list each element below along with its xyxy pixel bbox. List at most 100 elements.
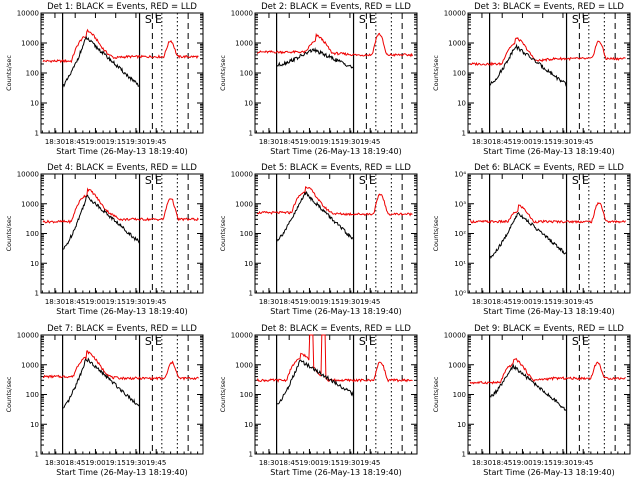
- x-tick-label: 18:45: [492, 298, 512, 306]
- x-tick-label: 18:30: [45, 138, 65, 146]
- x-tick-label: 19:00: [512, 298, 532, 306]
- interval-marker-s: S: [359, 335, 366, 348]
- y-tick-label: 1: [249, 290, 253, 298]
- y-tick-label: 1: [35, 290, 39, 298]
- interval-marker-s: S: [572, 335, 579, 348]
- y-axis-label: Counts/sec: [5, 55, 13, 91]
- x-tick-label: 18:45: [65, 459, 85, 467]
- interval-marker-e: E: [582, 13, 589, 26]
- x-tick-label: 18:30: [259, 138, 279, 146]
- x-axis-label: Start Time (26-May-13 18:19:40): [483, 468, 614, 477]
- y-axis-label: Counts/sec: [219, 215, 227, 251]
- interval-marker-e: E: [582, 174, 589, 187]
- x-tick-label: 19:45: [360, 459, 380, 467]
- detector-panel-4: Det 4: BLACK = Events, RED = LLD 1 10 100 10…: [5, 163, 204, 316]
- panel-title: Det 9: BLACK = Events, RED = LLD: [474, 324, 624, 334]
- axes-frame: [467, 173, 631, 294]
- y-tick-label: 10: [30, 260, 39, 268]
- panel-title: Det 8: BLACK = Events, RED = LLD: [261, 324, 411, 334]
- axes-frame: [40, 12, 204, 134]
- detector-panel-7: Det 7: BLACK = Events, RED = LLD 1 10 100 10…: [5, 324, 204, 477]
- x-tick-label: 19:00: [299, 459, 319, 467]
- y-axis-label: Counts/sec: [432, 376, 440, 412]
- interval-marker-e: E: [369, 174, 376, 187]
- interval-marker-s: S: [572, 174, 579, 187]
- x-tick-label: 18:30: [259, 298, 279, 306]
- events-black-series: [489, 211, 567, 259]
- y-axis-label: Counts/sec: [5, 215, 13, 251]
- x-axis-label: Start Time (26-May-13 18:19:40): [483, 147, 614, 156]
- detector-panel-6: Det 6: BLACK = Events, RED = LLD 10⁰ 10¹ 10…: [432, 163, 631, 316]
- x-tick-label: 19:15: [533, 138, 553, 146]
- x-tick-label: 19:15: [106, 298, 126, 306]
- y-axis-label: Counts/sec: [219, 376, 227, 412]
- lld-red-series: [469, 36, 626, 67]
- y-tick-label: 100: [26, 230, 39, 238]
- y-tick-label: 1000: [235, 200, 253, 208]
- y-tick-label: 10⁰: [454, 290, 466, 298]
- y-tick-label: 10: [30, 100, 39, 108]
- x-tick-label: 19:30: [553, 138, 573, 146]
- events-black-series: [62, 194, 141, 250]
- lld-red-series: [42, 187, 199, 225]
- interval-marker-s: S: [145, 13, 152, 26]
- interval-marker-s: S: [359, 13, 366, 26]
- events-black-series: [489, 43, 567, 87]
- y-axis-label: Counts/sec: [432, 215, 440, 251]
- y-tick-label: 10⁴: [454, 171, 466, 179]
- y-axis-label: Counts/sec: [219, 55, 227, 91]
- y-tick-label: 1000: [448, 40, 466, 48]
- y-axis-label: Counts/sec: [432, 55, 440, 91]
- x-tick-label: 19:30: [553, 298, 573, 306]
- detector-panel-3: Det 3: BLACK = Events, RED = LLD 1 10 100 10…: [432, 2, 631, 156]
- x-tick-label: 18:30: [45, 298, 65, 306]
- x-tick-label: 19:00: [85, 138, 105, 146]
- x-tick-label: 18:45: [279, 298, 299, 306]
- x-tick-label: 19:30: [126, 298, 146, 306]
- y-tick-label: 100: [240, 230, 253, 238]
- y-tick-label: 1: [249, 130, 253, 138]
- x-tick-label: 18:30: [472, 298, 492, 306]
- x-axis-label: Start Time (26-May-13 18:19:40): [56, 468, 187, 477]
- y-tick-label: 10000: [231, 332, 253, 340]
- interval-marker-e: E: [155, 13, 162, 26]
- y-tick-label: 1000: [235, 361, 253, 369]
- y-tick-label: 10000: [231, 171, 253, 179]
- x-tick-label: 19:15: [320, 138, 340, 146]
- x-axis-label: Start Time (26-May-13 18:19:40): [270, 307, 401, 316]
- y-tick-label: 1000: [448, 361, 466, 369]
- x-tick-label: 19:15: [320, 298, 340, 306]
- x-axis-label: Start Time (26-May-13 18:19:40): [483, 307, 614, 316]
- interval-marker-e: E: [155, 174, 162, 187]
- y-tick-label: 10000: [17, 332, 39, 340]
- interval-marker-e: E: [155, 335, 162, 348]
- y-tick-label: 10³: [454, 200, 466, 208]
- lld-red-series: [256, 186, 413, 217]
- y-tick-label: 1: [249, 451, 253, 459]
- x-axis-label: Start Time (26-May-13 18:19:40): [56, 307, 187, 316]
- x-tick-label: 19:45: [146, 459, 166, 467]
- x-tick-label: 19:00: [299, 298, 319, 306]
- axes-frame: [467, 12, 631, 134]
- y-tick-label: 1: [462, 451, 466, 459]
- x-tick-label: 19:45: [573, 298, 593, 306]
- x-tick-label: 19:15: [320, 459, 340, 467]
- lld-red-series: [469, 201, 626, 224]
- y-tick-label: 10: [244, 421, 253, 429]
- y-tick-label: 10: [457, 100, 466, 108]
- x-tick-label: 19:15: [533, 459, 553, 467]
- panel-title: Det 1: BLACK = Events, RED = LLD: [47, 2, 197, 12]
- x-tick-label: 18:45: [492, 138, 512, 146]
- x-tick-label: 19:45: [146, 298, 166, 306]
- detector-panel-9: Det 9: BLACK = Events, RED = LLD 1 10 100 10…: [432, 324, 631, 477]
- y-tick-label: 10000: [17, 171, 39, 179]
- panel-title: Det 5: BLACK = Events, RED = LLD: [261, 163, 411, 173]
- lld-red-series: [42, 28, 199, 64]
- y-tick-label: 10: [30, 421, 39, 429]
- y-tick-label: 100: [453, 70, 466, 78]
- x-tick-label: 18:45: [279, 459, 299, 467]
- x-axis-label: Start Time (26-May-13 18:19:40): [270, 468, 401, 477]
- y-tick-label: 10: [244, 260, 253, 268]
- panel-title: Det 4: BLACK = Events, RED = LLD: [47, 163, 197, 173]
